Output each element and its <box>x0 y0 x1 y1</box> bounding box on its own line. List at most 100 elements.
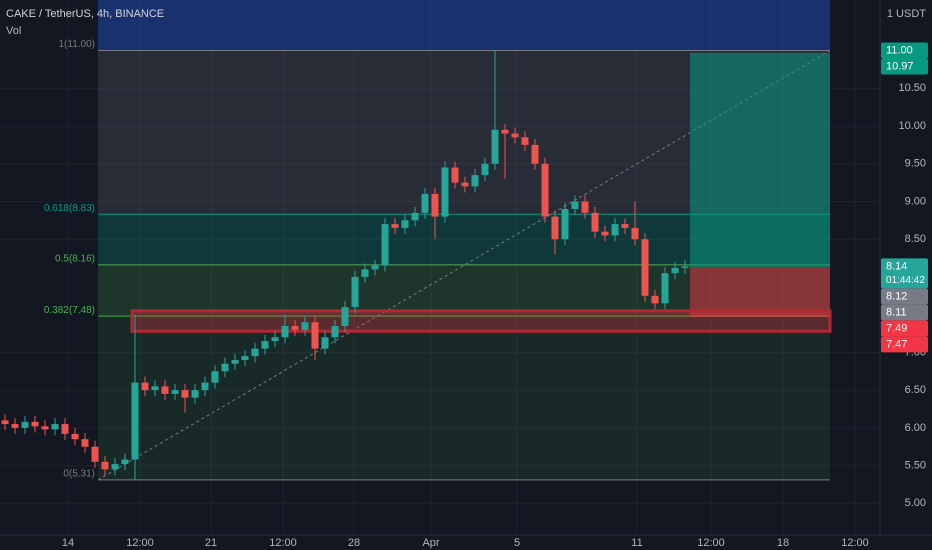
candle-body <box>211 371 219 383</box>
x-tick-label: 21 <box>205 537 217 549</box>
candle-body <box>181 390 189 398</box>
candle-body <box>351 276 359 308</box>
y-tick-label: 6.00 <box>905 422 926 434</box>
price-tag-label: 7.49 <box>886 322 907 334</box>
price-tag <box>881 320 928 337</box>
countdown: 01:44:42 <box>886 275 925 286</box>
candle-body <box>71 433 79 440</box>
candle-body <box>501 129 509 134</box>
fib-label: 0(5.31) <box>63 469 95 480</box>
axes: 5.005.506.006.507.008.509.009.5010.0010.… <box>62 42 928 549</box>
price-tag <box>881 258 928 289</box>
candle-body <box>411 212 419 221</box>
candle-body <box>371 265 379 270</box>
price-tag <box>881 288 928 305</box>
candle-body <box>51 424 59 430</box>
candle-body <box>611 224 619 236</box>
position-loss <box>690 267 830 317</box>
candle-body <box>61 424 69 434</box>
candle-body <box>601 231 609 236</box>
x-tick-label: 12:00 <box>697 537 725 549</box>
y-tick-label: 6.50 <box>905 384 926 396</box>
candle-body <box>311 322 319 349</box>
y-tick-label: 5.50 <box>905 459 926 471</box>
price-tag-label: 8.11 <box>886 306 907 318</box>
price-tag <box>881 58 928 75</box>
price-tag-label: 10.97 <box>886 60 914 72</box>
candle-body <box>591 212 599 232</box>
price-tag <box>881 42 928 59</box>
price-tag <box>881 304 928 321</box>
candle-body <box>481 163 489 176</box>
candle-body <box>511 133 519 138</box>
candle-body <box>621 224 629 228</box>
candle-body <box>631 227 639 240</box>
candle-body <box>241 356 249 360</box>
candle-body <box>441 167 449 217</box>
grid <box>0 0 880 535</box>
candle-body <box>81 439 89 447</box>
candle-body <box>391 224 399 228</box>
drawings: 1(11.00) 0.618(8.83) 0.5(8.16) 0.382(7.48) 0… <box>44 0 832 481</box>
candle-body <box>571 201 579 210</box>
chart-title: CAKE / TetherUS, 4h, BINANCE <box>6 8 164 20</box>
y-tick-label: 9.00 <box>905 195 926 207</box>
candle-body <box>141 382 149 391</box>
candle-body <box>161 386 169 394</box>
candle-body <box>641 239 649 296</box>
candle-body <box>471 175 479 187</box>
fib-label: 0.618(8.83) <box>44 203 95 214</box>
candle-body <box>561 209 569 240</box>
candle-body <box>151 386 159 391</box>
x-tick-label: 18 <box>777 537 789 549</box>
candle-body <box>551 216 559 240</box>
candle-body <box>111 464 119 470</box>
candle-body <box>401 220 409 228</box>
y-tick-label: 10.50 <box>898 82 926 94</box>
candle-body <box>11 424 19 428</box>
candle-body <box>1 420 9 425</box>
fib-label: 0.382(7.48) <box>44 305 95 316</box>
candle-body <box>261 341 269 349</box>
candle-body <box>421 193 429 213</box>
candle-body <box>131 382 139 460</box>
candle-body <box>661 273 669 304</box>
candle-body <box>231 359 239 364</box>
price-tag <box>881 336 928 353</box>
candle-body <box>331 325 339 338</box>
fib-label: 1(11.00) <box>58 39 95 50</box>
price-tag-label: 11.00 <box>886 44 913 56</box>
candle-body <box>451 167 459 183</box>
candle-body <box>461 182 469 187</box>
x-tick-label: 12:00 <box>126 537 154 549</box>
candle-body <box>361 269 369 277</box>
candle-body <box>681 266 689 268</box>
position-profit <box>690 52 830 268</box>
candle-body <box>251 348 259 357</box>
candle-body <box>171 390 179 394</box>
candle-body <box>281 325 289 338</box>
x-tick-label: 5 <box>514 537 520 549</box>
candle-body <box>31 421 39 427</box>
candle-body <box>541 163 549 217</box>
x-tick-label: 11 <box>631 537 642 549</box>
candle-body <box>521 137 529 145</box>
top-zone <box>98 0 830 51</box>
candle-body <box>21 421 29 428</box>
candle-body <box>41 426 49 430</box>
candle-body <box>191 390 199 398</box>
x-tick-label: 14 <box>62 537 74 549</box>
support-zone <box>130 309 832 333</box>
unit-label: 1 USDT <box>887 8 926 20</box>
candles <box>1 50 689 481</box>
fib-band <box>98 316 830 480</box>
candle-body <box>381 224 389 266</box>
price-tag-label: 7.47 <box>886 338 907 350</box>
candle-body <box>341 307 349 326</box>
price-tag-label: 8.14 <box>886 260 907 272</box>
y-tick-label: 8.50 <box>905 233 926 245</box>
candle-body <box>491 129 499 164</box>
x-tick-label: 12:00 <box>841 537 869 549</box>
candle-body <box>431 193 439 217</box>
